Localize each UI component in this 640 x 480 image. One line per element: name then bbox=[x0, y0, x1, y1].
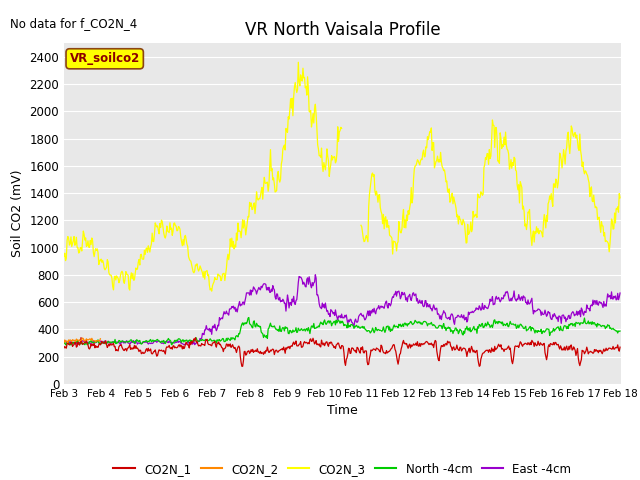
Text: No data for f_CO2N_4: No data for f_CO2N_4 bbox=[10, 17, 137, 30]
X-axis label: Time: Time bbox=[327, 405, 358, 418]
Text: VR_soilco2: VR_soilco2 bbox=[70, 52, 140, 65]
Title: VR North Vaisala Profile: VR North Vaisala Profile bbox=[244, 21, 440, 39]
Legend: CO2N_1, CO2N_2, CO2N_3, North -4cm, East -4cm: CO2N_1, CO2N_2, CO2N_3, North -4cm, East… bbox=[109, 458, 576, 480]
Y-axis label: Soil CO2 (mV): Soil CO2 (mV) bbox=[11, 170, 24, 257]
